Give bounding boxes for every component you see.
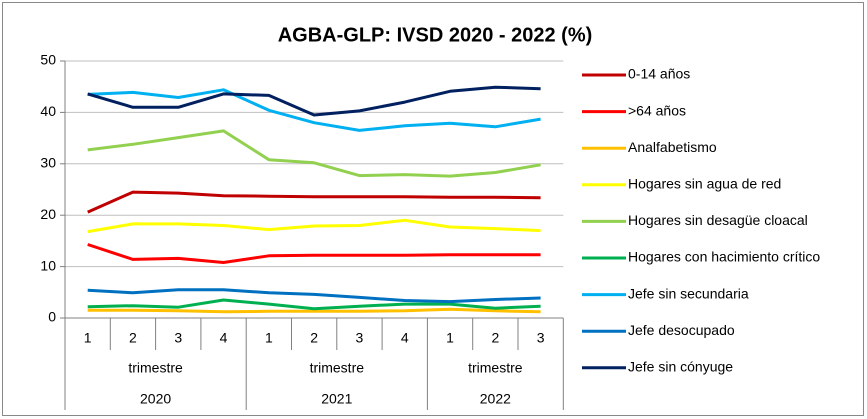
y-tick-label: 0 (48, 309, 56, 325)
y-tick-label: 40 (40, 103, 56, 119)
series-line (87, 298, 541, 311)
series-line (87, 288, 541, 304)
series-line (87, 307, 541, 314)
x-tick-label: 2 (310, 330, 318, 346)
x-tick-label: 1 (446, 330, 454, 346)
legend-label: Hogares sin agua de red (628, 176, 781, 192)
y-tick-label: 20 (40, 206, 56, 222)
legend-label: >64 años (628, 102, 686, 118)
series-line (87, 88, 541, 132)
legend-label: 0-14 años (628, 66, 690, 82)
x-tick-label: 3 (537, 330, 545, 346)
x-tick-label: 2 (129, 330, 137, 346)
series-line (87, 85, 541, 117)
series-line (87, 129, 541, 178)
x-group-sublabel: trimestre (468, 360, 523, 376)
x-tick-label: 2 (491, 330, 499, 346)
x-tick-label: 1 (84, 330, 92, 346)
legend-label: Jefe sin secundaria (628, 285, 749, 301)
x-tick-label: 4 (220, 330, 228, 346)
series-line (87, 190, 541, 214)
x-group-sublabel: trimestre (310, 360, 365, 376)
series-line (87, 218, 541, 234)
legend-label: Analfabetismo (628, 139, 717, 155)
legend-label: Jefe sin cónyuge (628, 359, 733, 375)
y-tick-label: 50 (40, 52, 56, 68)
x-group-label: 2021 (321, 391, 352, 407)
x-tick-label: 4 (401, 330, 409, 346)
x-tick-label: 1 (265, 330, 273, 346)
x-tick-label: 3 (174, 330, 182, 346)
legend-label: Hogares sin desagüe cloacal (628, 212, 808, 228)
x-group-label: 2022 (480, 391, 511, 407)
legend-label: Jefe desocupado (628, 322, 735, 338)
x-group-sublabel: trimestre (128, 360, 183, 376)
y-tick-label: 30 (40, 155, 56, 171)
series-line (87, 243, 541, 264)
legend-label: Hogares con hacimiento crítico (628, 249, 820, 265)
chart-title: AGBA-GLP: IVSD 2020 - 2022 (%) (278, 24, 593, 46)
x-tick-label: 3 (356, 330, 364, 346)
x-group-label: 2020 (140, 391, 171, 407)
y-tick-label: 10 (40, 257, 56, 273)
